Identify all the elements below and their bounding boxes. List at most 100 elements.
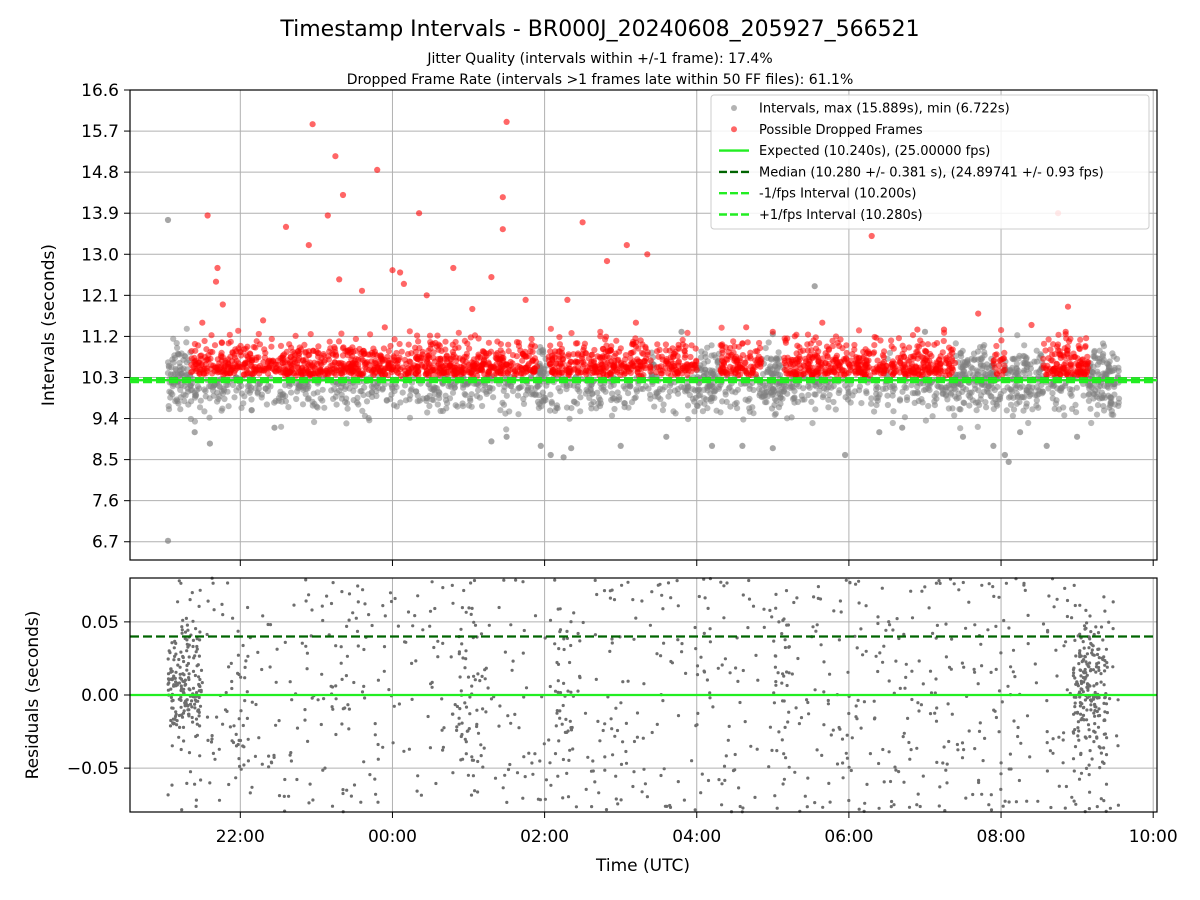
interval-point xyxy=(939,390,947,397)
residual-point xyxy=(859,726,863,730)
residual-point xyxy=(182,739,186,743)
residual-point xyxy=(612,598,617,602)
residual-point xyxy=(976,682,980,686)
interval-point xyxy=(767,365,774,372)
interval-point xyxy=(769,385,777,392)
residual-point xyxy=(690,759,694,763)
interval-point xyxy=(1093,411,1101,418)
residual-point xyxy=(840,737,845,741)
residual-point xyxy=(1092,711,1096,715)
residual-point xyxy=(166,672,171,676)
residual-point xyxy=(927,606,931,610)
interval-point xyxy=(1050,383,1057,390)
residual-point xyxy=(736,679,740,684)
dropped-frame-point xyxy=(387,342,394,350)
residual-point xyxy=(1097,695,1101,699)
interval-point xyxy=(393,384,400,391)
residual-point xyxy=(949,667,953,671)
interval-point xyxy=(302,385,310,392)
interval-point xyxy=(952,340,959,347)
interval-point xyxy=(704,344,711,351)
interval-point xyxy=(920,387,928,394)
interval-point xyxy=(594,389,601,396)
residual-point xyxy=(973,747,977,751)
dropped-frame-point xyxy=(339,191,347,199)
residual-point xyxy=(184,616,188,621)
residual-point xyxy=(658,582,662,586)
residual-point xyxy=(615,728,620,733)
interval-point xyxy=(771,370,778,377)
residual-point xyxy=(171,676,175,680)
residual-point xyxy=(890,799,894,804)
interval-point xyxy=(970,350,978,357)
residual-point xyxy=(542,742,546,746)
dropped-frame-point xyxy=(327,345,334,352)
residual-point xyxy=(694,647,698,651)
residual-point xyxy=(821,805,825,809)
dropped-frame-point xyxy=(910,366,917,373)
residual-point xyxy=(847,798,851,803)
residual-point xyxy=(1102,683,1106,687)
dropped-frame-point xyxy=(829,337,836,344)
residual-point xyxy=(944,655,949,659)
residual-point xyxy=(910,669,914,673)
residual-point xyxy=(659,773,663,778)
interval-point xyxy=(547,391,554,398)
dropped-frame-point xyxy=(533,363,541,370)
residual-point xyxy=(191,720,195,724)
interval-point xyxy=(173,340,180,347)
residual-point xyxy=(935,623,940,628)
residual-point xyxy=(820,753,824,758)
interval-point xyxy=(771,396,779,403)
residual-point xyxy=(410,697,414,702)
legend-entry-label: Possible Dropped Frames xyxy=(759,123,923,138)
dropped-frame-point xyxy=(717,367,724,374)
residual-point xyxy=(185,623,189,627)
residual-point xyxy=(946,702,950,706)
interval-point xyxy=(746,385,753,392)
interval-point xyxy=(454,403,461,410)
interval-point xyxy=(582,390,589,397)
residual-point xyxy=(567,758,571,763)
residual-point xyxy=(874,654,878,658)
intervals-y-ticks: 16.615.714.813.913.012.111.210.39.48.57.… xyxy=(81,81,130,553)
dropped-frame-point xyxy=(816,340,823,347)
residual-point xyxy=(362,684,366,689)
residual-point xyxy=(1111,665,1115,669)
interval-point xyxy=(499,399,506,406)
residual-point xyxy=(389,599,394,604)
residual-point xyxy=(933,691,937,695)
residual-point xyxy=(182,673,186,677)
residual-point xyxy=(960,741,965,745)
dropped-frame-point xyxy=(622,370,629,377)
dropped-frame-point xyxy=(374,166,381,173)
interval-point xyxy=(1003,407,1010,414)
interval-point xyxy=(734,405,741,412)
dropped-frame-point xyxy=(469,305,476,313)
dropped-frame-point xyxy=(389,267,396,274)
residual-point xyxy=(837,638,842,642)
interval-point xyxy=(1100,403,1107,410)
dropped-frame-point xyxy=(906,344,913,351)
residual-point xyxy=(933,711,937,715)
residual-point xyxy=(1007,626,1011,630)
intervals-x-tick-marks xyxy=(239,560,1154,566)
residual-point xyxy=(419,793,423,797)
residual-point xyxy=(548,618,553,622)
residual-point xyxy=(441,748,445,752)
residual-point xyxy=(894,659,898,663)
interval-point xyxy=(486,384,493,391)
residual-point xyxy=(997,730,1001,734)
dropped-frame-point xyxy=(617,345,624,352)
interval-point xyxy=(1033,358,1040,365)
dropped-frame-point xyxy=(378,355,385,362)
residual-point xyxy=(923,585,927,589)
dropped-frame-point xyxy=(691,362,698,369)
interval-point xyxy=(873,402,880,409)
residual-point xyxy=(737,786,741,790)
dropped-frame-point xyxy=(858,361,865,368)
residual-point xyxy=(180,628,184,632)
dropped-frame-point xyxy=(644,351,651,358)
residual-point xyxy=(185,668,189,672)
residual-point xyxy=(601,728,605,733)
